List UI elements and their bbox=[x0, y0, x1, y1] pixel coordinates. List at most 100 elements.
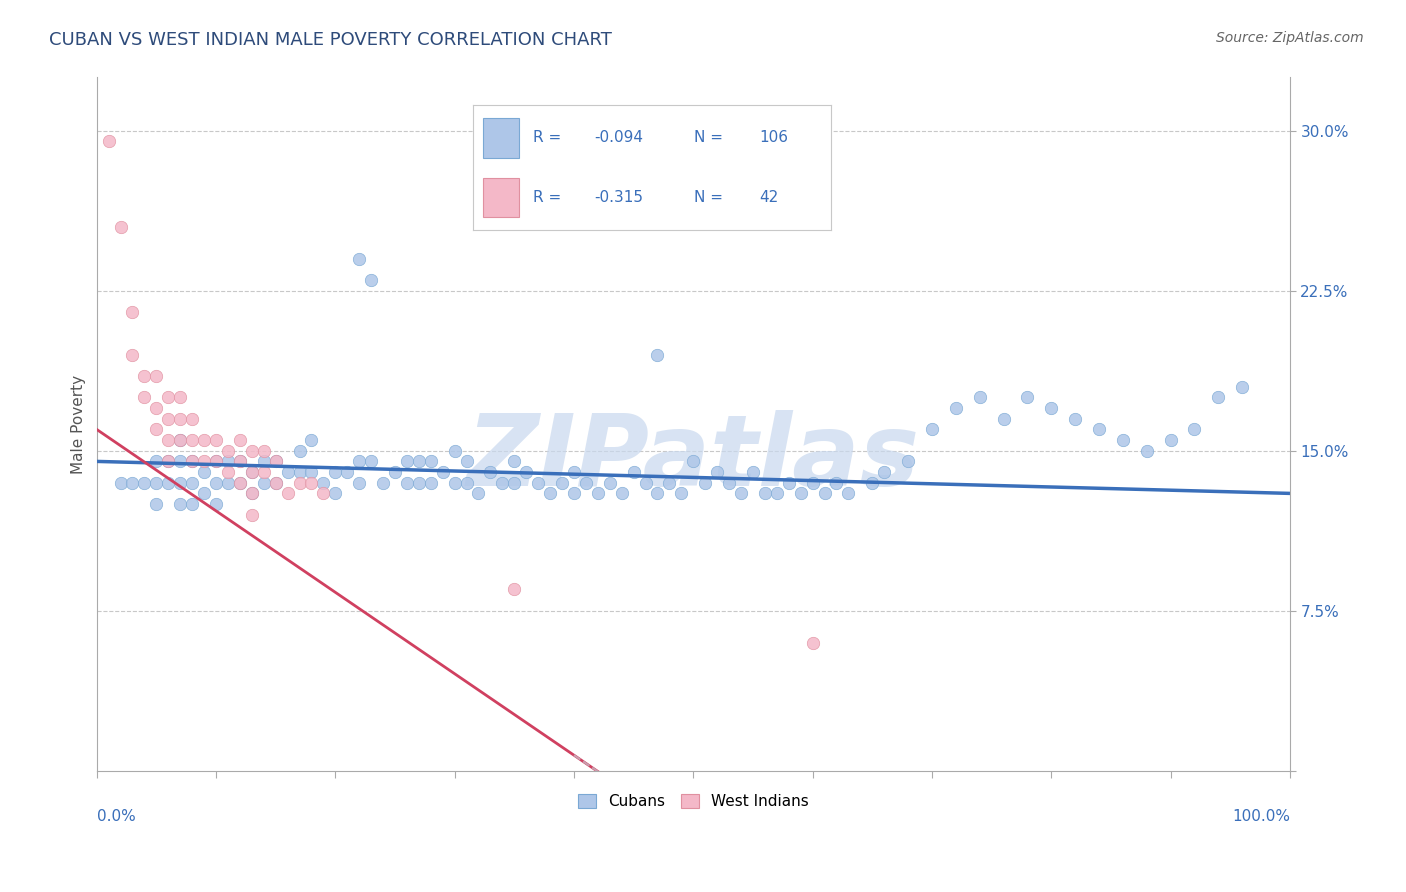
Point bbox=[181, 475, 204, 490]
Point bbox=[205, 497, 228, 511]
Point bbox=[205, 433, 228, 447]
Point bbox=[157, 454, 180, 468]
Point bbox=[562, 486, 585, 500]
Point bbox=[323, 465, 346, 479]
Point bbox=[443, 475, 465, 490]
Point bbox=[253, 465, 276, 479]
Point bbox=[778, 475, 800, 490]
Point bbox=[169, 475, 191, 490]
Point bbox=[157, 411, 180, 425]
Point bbox=[897, 454, 920, 468]
Point bbox=[157, 391, 180, 405]
Point bbox=[181, 411, 204, 425]
Text: Source: ZipAtlas.com: Source: ZipAtlas.com bbox=[1216, 31, 1364, 45]
Point bbox=[538, 486, 561, 500]
Point bbox=[169, 411, 191, 425]
Point bbox=[634, 475, 657, 490]
Point bbox=[229, 454, 252, 468]
Point bbox=[145, 401, 167, 415]
Point bbox=[110, 219, 132, 234]
Point bbox=[503, 475, 526, 490]
Point bbox=[205, 454, 228, 468]
Point bbox=[419, 454, 441, 468]
Point bbox=[945, 401, 967, 415]
Point bbox=[169, 433, 191, 447]
Point bbox=[754, 486, 776, 500]
Point bbox=[145, 475, 167, 490]
Point bbox=[623, 465, 645, 479]
Point bbox=[240, 486, 263, 500]
Point bbox=[969, 391, 991, 405]
Legend: Cubans, West Indians: Cubans, West Indians bbox=[572, 788, 815, 815]
Point bbox=[145, 454, 167, 468]
Point bbox=[825, 475, 848, 490]
Point bbox=[205, 454, 228, 468]
Point bbox=[647, 486, 669, 500]
Point bbox=[813, 486, 835, 500]
Point bbox=[181, 433, 204, 447]
Point bbox=[217, 443, 239, 458]
Point bbox=[181, 454, 204, 468]
Point bbox=[323, 486, 346, 500]
Point bbox=[503, 582, 526, 597]
Point bbox=[1112, 433, 1135, 447]
Point bbox=[765, 486, 787, 500]
Point bbox=[515, 465, 537, 479]
Point bbox=[801, 475, 824, 490]
Point bbox=[217, 475, 239, 490]
Point bbox=[301, 475, 323, 490]
Point bbox=[1088, 422, 1111, 436]
Point bbox=[718, 475, 741, 490]
Point bbox=[264, 454, 287, 468]
Point bbox=[1208, 391, 1230, 405]
Point bbox=[145, 422, 167, 436]
Point bbox=[575, 475, 598, 490]
Point bbox=[860, 475, 883, 490]
Point bbox=[240, 465, 263, 479]
Point bbox=[562, 465, 585, 479]
Point bbox=[527, 475, 550, 490]
Point bbox=[503, 454, 526, 468]
Point bbox=[145, 497, 167, 511]
Point bbox=[169, 454, 191, 468]
Y-axis label: Male Poverty: Male Poverty bbox=[72, 375, 86, 474]
Point bbox=[253, 454, 276, 468]
Point bbox=[408, 454, 430, 468]
Point bbox=[157, 475, 180, 490]
Point bbox=[395, 454, 418, 468]
Point bbox=[253, 475, 276, 490]
Point bbox=[193, 486, 215, 500]
Point bbox=[181, 454, 204, 468]
Point bbox=[599, 475, 621, 490]
Point bbox=[301, 465, 323, 479]
Point bbox=[97, 135, 120, 149]
Point bbox=[157, 433, 180, 447]
Point bbox=[408, 475, 430, 490]
Point bbox=[467, 486, 489, 500]
Point bbox=[837, 486, 859, 500]
Point bbox=[419, 475, 441, 490]
Point bbox=[121, 305, 143, 319]
Point bbox=[121, 348, 143, 362]
Point bbox=[240, 486, 263, 500]
Point bbox=[360, 273, 382, 287]
Point bbox=[443, 443, 465, 458]
Point bbox=[110, 475, 132, 490]
Point bbox=[491, 475, 513, 490]
Point bbox=[551, 475, 574, 490]
Point bbox=[134, 369, 156, 384]
Point bbox=[730, 486, 752, 500]
Point bbox=[229, 475, 252, 490]
Point bbox=[312, 486, 335, 500]
Point bbox=[312, 475, 335, 490]
Text: 100.0%: 100.0% bbox=[1232, 809, 1289, 824]
Point bbox=[240, 465, 263, 479]
Point bbox=[288, 443, 311, 458]
Point bbox=[586, 486, 609, 500]
Point bbox=[384, 465, 406, 479]
Point bbox=[873, 465, 896, 479]
Point bbox=[277, 486, 299, 500]
Point bbox=[1230, 380, 1253, 394]
Point bbox=[240, 508, 263, 522]
Point bbox=[682, 454, 704, 468]
